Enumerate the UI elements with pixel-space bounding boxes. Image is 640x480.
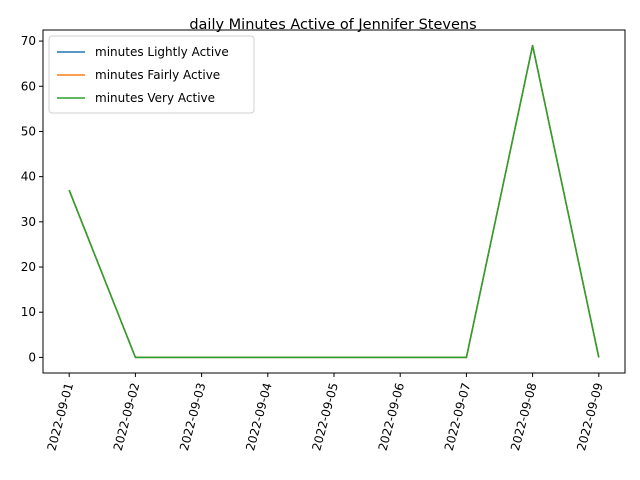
y-tick-label: 40 bbox=[21, 170, 36, 184]
legend-label: minutes Lightly Active bbox=[95, 45, 229, 59]
x-tick-label: 2022-09-03 bbox=[177, 381, 209, 452]
legend-label: minutes Very Active bbox=[95, 91, 215, 105]
plot-area bbox=[68, 44, 600, 359]
x-tick-label: 2022-09-05 bbox=[309, 381, 341, 452]
x-tick-label: 2022-09-09 bbox=[574, 381, 606, 452]
x-tick-label: 2022-09-04 bbox=[243, 381, 275, 452]
x-axis: 2022-09-01 2022-09-02 2022-09-03 2022-09-04… bbox=[45, 373, 606, 452]
series-line bbox=[68, 44, 600, 359]
x-tick-label: 2022-09-02 bbox=[111, 381, 143, 452]
y-tick-label: 30 bbox=[21, 215, 36, 229]
y-tick-label: 20 bbox=[21, 260, 36, 274]
x-tick-label: 2022-09-07 bbox=[442, 381, 474, 452]
y-tick-label: 50 bbox=[21, 124, 36, 138]
legend-box bbox=[48, 35, 255, 114]
x-tick-label: 2022-09-06 bbox=[376, 381, 408, 452]
y-tick-label: 70 bbox=[21, 34, 36, 48]
legend: minutes Lightly Active minutes Fairly Act… bbox=[48, 35, 255, 114]
y-tick-label: 10 bbox=[21, 305, 36, 319]
x-tick-label: 2022-09-08 bbox=[508, 381, 540, 452]
legend-label: minutes Fairly Active bbox=[95, 68, 220, 82]
y-tick-label: 60 bbox=[21, 79, 36, 93]
x-tick-label: 2022-09-01 bbox=[45, 381, 77, 452]
chart-title: daily Minutes Active of Jennifer Stevens bbox=[189, 17, 476, 33]
y-axis: 0 10 20 30 40 50 60 70 bbox=[21, 34, 43, 364]
y-tick-label: 0 bbox=[28, 350, 36, 364]
